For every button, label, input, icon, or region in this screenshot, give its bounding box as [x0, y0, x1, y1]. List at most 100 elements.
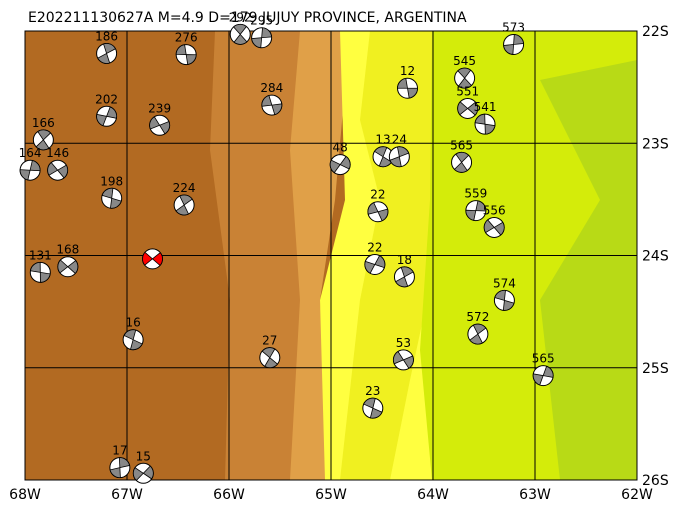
focal-mechanism [393, 266, 415, 288]
focal-mechanism [474, 113, 496, 135]
focal-mechanism [483, 216, 505, 238]
event-label: 574 [493, 276, 516, 290]
beachball-quadrant [35, 139, 50, 151]
event-label: 22 [370, 188, 385, 202]
event-label: 15 [136, 449, 151, 463]
event-label: 18 [397, 253, 412, 267]
beachball-quadrant [465, 209, 477, 221]
beachball-quadrant [261, 27, 273, 39]
focal-mechanism [362, 397, 384, 419]
beachball-quadrant [97, 52, 111, 64]
beachball-quadrant [532, 373, 544, 386]
focal-mechanism [451, 151, 473, 173]
event-label: 551 [456, 84, 479, 98]
beachball-quadrant [400, 266, 414, 278]
x-tick-label: 68W [9, 487, 41, 503]
x-tick-label: 66W [213, 487, 245, 503]
focal-mechanism [57, 256, 79, 278]
focal-mechanism [229, 23, 251, 45]
event-label: 559 [464, 187, 487, 201]
event-label: 572 [466, 310, 489, 324]
beachball-quadrant [494, 290, 506, 301]
event-label: 565 [532, 352, 555, 366]
y-tick-label: 25S [642, 361, 669, 377]
beachball-quadrant [109, 467, 121, 479]
focal-mechanism [465, 200, 487, 222]
beachball-quadrant [457, 101, 469, 116]
y-tick-label: 22S [642, 24, 669, 40]
beachball-quadrant [363, 397, 376, 409]
y-tick-label: 23S [642, 136, 669, 152]
y-tick-label: 24S [642, 249, 669, 265]
focal-mechanism [329, 154, 351, 176]
beachball-quadrant [329, 159, 341, 174]
focal-mechanism [132, 462, 154, 484]
beachball-quadrant [39, 271, 51, 283]
beachball-quadrant [455, 151, 470, 163]
event-label: 12 [400, 64, 415, 78]
focal-mechanism [47, 159, 69, 181]
event-label: 164 [19, 146, 42, 160]
beachball-quadrant [483, 219, 495, 234]
beachball-quadrant [472, 323, 487, 335]
terrain-lowest [540, 60, 637, 480]
beachball-quadrant [407, 87, 418, 99]
beachball-quadrant [467, 101, 479, 116]
focal-mechanism [251, 27, 273, 49]
beachball-quadrant [377, 208, 389, 222]
focal-mechanism [101, 187, 123, 209]
focal-mechanism [142, 248, 163, 270]
beachball-quadrant [453, 161, 468, 173]
focal-mechanism [109, 457, 131, 479]
focal-mechanism [388, 146, 410, 168]
beachball-quadrant [364, 260, 376, 274]
event-label: 239 [148, 101, 171, 115]
beachball-quadrant [513, 34, 524, 45]
beachball-quadrant [19, 169, 31, 181]
beachball-quadrant [179, 194, 193, 206]
event-label: 541 [474, 100, 497, 114]
beachball-quadrant [57, 164, 69, 179]
focal-mechanism [532, 365, 554, 387]
beachball-quadrant [106, 106, 117, 119]
beachball-quadrant [233, 33, 248, 45]
focal-mechanism [493, 289, 515, 311]
event-label: 573 [502, 20, 525, 34]
focal-mechanism [19, 159, 41, 181]
event-label: 224 [173, 181, 196, 195]
focal-mechanism [96, 42, 118, 64]
beachball-quadrant [185, 54, 197, 65]
beachball-quadrant [29, 159, 41, 172]
beachball-quadrant [149, 116, 161, 130]
beachball-quadrant [37, 129, 52, 141]
beachball-quadrant [374, 255, 386, 269]
beachball-quadrant [367, 202, 379, 215]
beachball-quadrant [393, 350, 405, 365]
beachball-quadrant [457, 67, 472, 79]
event-label: 16 [125, 316, 140, 330]
beachball-quadrant [397, 77, 408, 89]
beachball-quadrant [175, 44, 187, 55]
beachball-quadrant [396, 146, 410, 158]
x-tick-label: 63W [519, 487, 551, 503]
beachball-quadrant [469, 333, 483, 345]
beachball-quadrant [67, 260, 79, 275]
event-label: 131 [29, 248, 52, 262]
beachball-quadrant [474, 113, 486, 125]
beachball-quadrant [484, 123, 496, 135]
event-label: 24 [392, 133, 407, 147]
x-tick-label: 67W [111, 487, 143, 503]
focal-mechanism [367, 201, 389, 223]
x-tick-label: 62W [621, 487, 653, 503]
event-label: 17 [112, 444, 127, 458]
beachball-quadrant [389, 156, 402, 168]
event-label: 202 [95, 92, 118, 106]
beachball-quadrant [395, 276, 409, 288]
focal-mechanism [392, 349, 414, 371]
beachball-quadrant [261, 95, 273, 107]
event-label: 146 [46, 146, 69, 160]
focal-mechanism [372, 146, 394, 168]
beachball-quadrant [458, 77, 473, 89]
beachball-quadrant [493, 221, 505, 236]
focal-mechanism [364, 253, 386, 275]
